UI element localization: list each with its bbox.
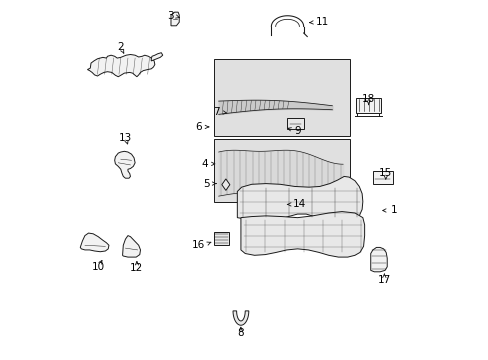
Text: 14: 14 [293,199,306,210]
Polygon shape [241,212,364,257]
Text: 5: 5 [203,179,209,189]
Polygon shape [233,311,248,325]
Text: 8: 8 [237,328,244,338]
FancyBboxPatch shape [372,171,392,184]
Text: 10: 10 [91,262,104,272]
FancyBboxPatch shape [286,118,304,129]
Text: 2: 2 [117,42,124,52]
Text: 1: 1 [390,206,397,216]
Text: 3: 3 [166,11,173,21]
FancyBboxPatch shape [214,139,349,202]
Text: 12: 12 [130,263,143,273]
Polygon shape [237,176,362,222]
FancyBboxPatch shape [214,59,349,136]
Text: 13: 13 [119,133,132,143]
Polygon shape [80,233,109,252]
Text: 17: 17 [377,275,390,285]
Polygon shape [171,12,179,26]
Polygon shape [87,54,155,77]
Text: 9: 9 [294,126,301,135]
Text: 6: 6 [195,122,202,132]
Polygon shape [122,235,140,257]
Text: 4: 4 [201,159,207,169]
FancyBboxPatch shape [214,231,228,245]
Polygon shape [370,247,386,272]
Text: 7: 7 [212,107,219,117]
Text: 11: 11 [316,17,329,27]
Polygon shape [151,53,163,61]
Text: 16: 16 [191,239,204,249]
Polygon shape [222,179,229,190]
Text: 15: 15 [378,168,391,178]
FancyBboxPatch shape [355,98,381,113]
Text: 18: 18 [361,94,374,104]
Polygon shape [115,151,135,178]
